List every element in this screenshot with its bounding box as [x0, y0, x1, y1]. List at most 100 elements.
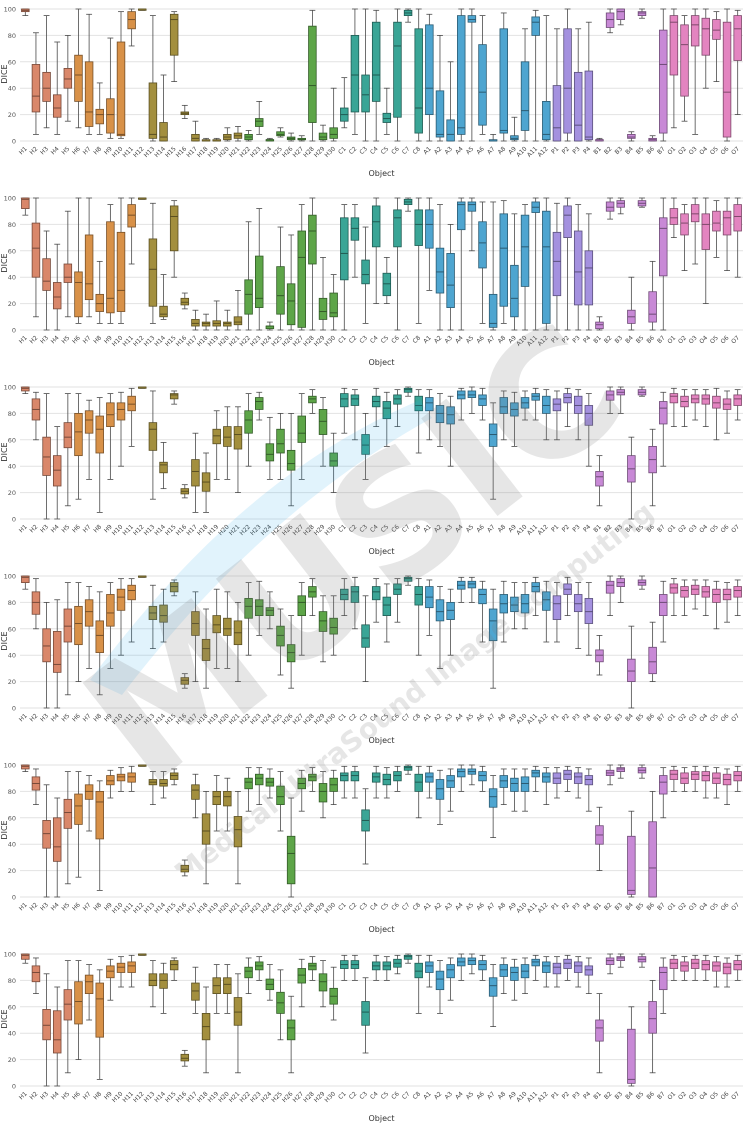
box-H16 — [180, 677, 190, 685]
box-H5 — [63, 68, 73, 89]
x-tick-label: H1 — [18, 145, 29, 156]
x-tick-label: P3 — [571, 334, 581, 344]
box-B6 — [648, 821, 657, 898]
y-axis-label: DICE — [0, 631, 9, 650]
x-tick-label: P1 — [550, 334, 560, 344]
box-H1 — [21, 197, 30, 209]
box-P3 — [573, 961, 583, 973]
x-tick-label: A3 — [443, 901, 454, 912]
box-B3 — [616, 200, 625, 208]
box-B7 — [659, 29, 668, 134]
box-H28 — [308, 773, 317, 782]
x-tick-label: C5 — [380, 712, 391, 723]
box-A8 — [499, 964, 508, 977]
x-tick-label: P1 — [550, 523, 560, 533]
x-tick-label: B1 — [592, 1090, 603, 1101]
box-H14 — [159, 973, 168, 989]
box-A9 — [510, 966, 519, 981]
box-C8 — [414, 586, 423, 606]
x-tick-label: C6 — [390, 523, 401, 534]
box-C6 — [393, 209, 402, 248]
box-B2 — [605, 390, 615, 401]
x-tick-label: H5 — [60, 334, 71, 345]
box-H14 — [159, 305, 168, 318]
x-tick-label: B7 — [656, 712, 667, 723]
box-H16 — [180, 864, 190, 873]
y-tick-label: 80 — [8, 32, 16, 40]
x-tick-label: H8 — [92, 712, 103, 723]
box-H2 — [31, 965, 41, 983]
box-B6 — [648, 1001, 657, 1034]
x-tick-label: B3 — [614, 145, 625, 156]
box-A11 — [531, 582, 540, 593]
box-H8 — [95, 791, 104, 840]
box-C2 — [350, 586, 360, 603]
box-H30 — [329, 452, 338, 467]
x-tick-label: B7 — [656, 523, 667, 534]
x-tick-label: P2 — [561, 523, 571, 533]
x-tick-label: C5 — [380, 145, 391, 156]
box-H2 — [31, 222, 41, 278]
y-tick-label: 80 — [8, 410, 16, 418]
x-tick-label: B3 — [614, 901, 625, 912]
box-O3 — [690, 958, 700, 969]
x-tick-label: B3 — [614, 712, 625, 723]
box-O5 — [712, 961, 721, 972]
box-H24 — [265, 607, 275, 616]
x-tick-label: H6 — [71, 1090, 82, 1101]
x-tick-label: A4 — [454, 901, 465, 912]
box-C8 — [414, 962, 423, 979]
x-tick-label: O6 — [719, 712, 730, 723]
x-tick-label: B1 — [592, 523, 603, 534]
box-C5 — [382, 596, 392, 616]
box-C3 — [361, 74, 370, 113]
x-tick-label: O6 — [719, 145, 730, 156]
x-tick-label: C7 — [401, 145, 412, 156]
box-A2 — [435, 970, 445, 991]
x-tick-label: H2 — [29, 712, 40, 723]
x-tick-label: A7 — [486, 523, 497, 534]
box-P1 — [552, 595, 562, 620]
x-tick-label: B3 — [614, 523, 625, 534]
x-tick-label: C3 — [358, 523, 369, 534]
box-H17 — [191, 784, 200, 800]
box-C1 — [340, 772, 349, 782]
box-C8 — [414, 209, 423, 246]
box-A1 — [425, 961, 434, 973]
box-O1 — [669, 208, 679, 225]
x-tick-label: A6 — [475, 1090, 486, 1101]
x-tick-label: H7 — [82, 1090, 93, 1101]
x-tick-label: H8 — [92, 145, 103, 156]
box-C8 — [414, 773, 423, 792]
x-tick-label: A5 — [465, 712, 476, 723]
x-tick-label: C7 — [401, 334, 412, 345]
y-tick-label: 40 — [8, 1030, 16, 1038]
x-tick-label: C4 — [369, 334, 380, 345]
box-A3 — [446, 406, 455, 425]
box-O7 — [733, 771, 742, 782]
box-C7 — [403, 576, 413, 582]
x-tick-label: H1 — [18, 901, 29, 912]
box-B1 — [595, 321, 604, 330]
box-H29 — [318, 611, 328, 632]
x-tick-label: O2 — [677, 334, 688, 345]
x-tick-label: O1 — [666, 334, 677, 345]
x-tick-label: B3 — [614, 334, 625, 345]
box-O2 — [680, 961, 689, 972]
box-C7 — [403, 387, 413, 393]
box-A3 — [446, 964, 455, 979]
y-tick-label: 0 — [12, 327, 16, 335]
box-A6 — [478, 394, 487, 406]
box-H20 — [223, 321, 232, 327]
box-H10 — [116, 962, 126, 973]
box-C7 — [403, 765, 413, 771]
box-P1 — [552, 962, 562, 975]
x-tick-label: C4 — [369, 1090, 380, 1101]
box-H9 — [106, 594, 115, 627]
box-B4 — [627, 1028, 636, 1084]
box-H7 — [84, 410, 94, 434]
x-tick-label: B7 — [656, 145, 667, 156]
x-tick-label: B5 — [635, 1090, 646, 1101]
x-axis-label: Object — [368, 736, 394, 745]
x-tick-label: H1 — [18, 523, 29, 534]
